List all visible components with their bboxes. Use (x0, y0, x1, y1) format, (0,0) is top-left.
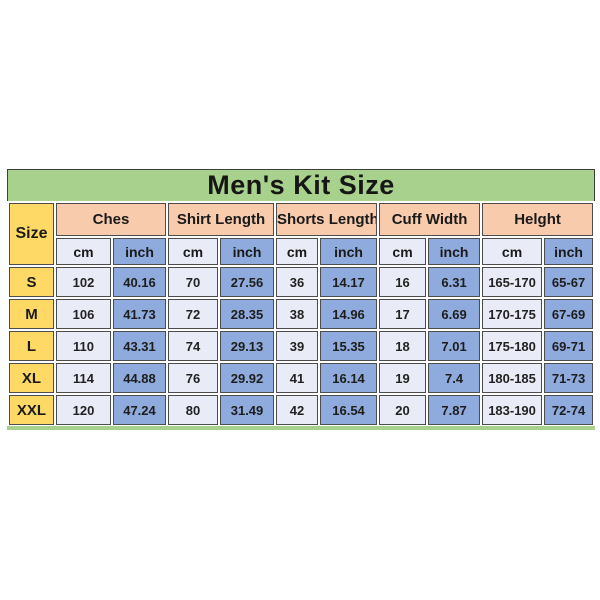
table-cell: 43.31 (113, 331, 166, 361)
table-cell: 41.73 (113, 299, 166, 329)
table-cell: 180-185 (482, 363, 543, 393)
table-cell: 7.01 (428, 331, 481, 361)
table-cell: 16.54 (320, 395, 378, 425)
table-cell: 47.24 (113, 395, 166, 425)
row-label: L (9, 331, 54, 361)
unit-header-inch: inch (428, 238, 481, 265)
unit-header-cm: cm (168, 238, 218, 265)
table-cell: 41 (276, 363, 319, 393)
unit-header-inch: inch (544, 238, 594, 265)
unit-header-cm: cm (482, 238, 543, 265)
table-cell: 16.14 (320, 363, 378, 393)
unit-header-cm: cm (56, 238, 111, 265)
table-cell: 15.35 (320, 331, 378, 361)
row-label: XXL (9, 395, 54, 425)
table-cell: 67-69 (544, 299, 594, 329)
table-row-l: L 110 43.31 74 29.13 39 15.35 18 7.01 17… (9, 331, 594, 361)
table-cell: 38 (276, 299, 319, 329)
row-label: M (9, 299, 54, 329)
table-cell: 31.49 (220, 395, 275, 425)
table-cell: 76 (168, 363, 218, 393)
table-cell: 80 (168, 395, 218, 425)
table-cell: 16 (379, 267, 427, 297)
table-cell: 183-190 (482, 395, 543, 425)
table-row-s: S 102 40.16 70 27.56 36 14.17 16 6.31 16… (9, 267, 594, 297)
column-group-shirt-length: Shirt Length (168, 203, 275, 236)
table-cell: 6.31 (428, 267, 481, 297)
table-cell: 40.16 (113, 267, 166, 297)
table-row-xxl: XXL 120 47.24 80 31.49 42 16.54 20 7.87 … (9, 395, 594, 425)
size-column-header: Size (9, 203, 54, 265)
unit-header-inch: inch (320, 238, 378, 265)
table-cell: 102 (56, 267, 111, 297)
unit-header-cm: cm (276, 238, 319, 265)
table-cell: 19 (379, 363, 427, 393)
table-cell: 114 (56, 363, 111, 393)
table-cell: 72-74 (544, 395, 594, 425)
table-cell: 14.96 (320, 299, 378, 329)
column-group-shorts-length: Shorts Length (276, 203, 378, 236)
table-cell: 120 (56, 395, 111, 425)
table-cell: 14.17 (320, 267, 378, 297)
table-cell: 6.69 (428, 299, 481, 329)
table-cell: 170-175 (482, 299, 543, 329)
table-cell: 28.35 (220, 299, 275, 329)
table-cell: 70 (168, 267, 218, 297)
unit-header-inch: inch (220, 238, 275, 265)
table-cell: 29.92 (220, 363, 275, 393)
table-cell: 17 (379, 299, 427, 329)
table-cell: 71-73 (544, 363, 594, 393)
table-cell: 20 (379, 395, 427, 425)
table-cell: 42 (276, 395, 319, 425)
table-cell: 72 (168, 299, 218, 329)
table-cell: 27.56 (220, 267, 275, 297)
table-cell: 106 (56, 299, 111, 329)
table-cell: 44.88 (113, 363, 166, 393)
table-cell: 7.87 (428, 395, 481, 425)
row-label: XL (9, 363, 54, 393)
column-group-cuff-width: Cuff Width (379, 203, 481, 236)
table-row-xl: XL 114 44.88 76 29.92 41 16.14 19 7.4 18… (9, 363, 594, 393)
unit-header-cm: cm (379, 238, 427, 265)
row-label: S (9, 267, 54, 297)
table-row-m: M 106 41.73 72 28.35 38 14.96 17 6.69 17… (9, 299, 594, 329)
table-bottom-accent (7, 426, 595, 430)
table-cell: 39 (276, 331, 319, 361)
unit-header-inch: inch (113, 238, 166, 265)
table-cell: 69-71 (544, 331, 594, 361)
table-cell: 29.13 (220, 331, 275, 361)
table-cell: 7.4 (428, 363, 481, 393)
table-cell: 36 (276, 267, 319, 297)
unit-header-row: cm inch cm inch cm inch cm inch cm inch (9, 238, 594, 265)
column-group-height: Helght (482, 203, 594, 236)
table-cell: 65-67 (544, 267, 594, 297)
table-cell: 18 (379, 331, 427, 361)
table-cell: 175-180 (482, 331, 543, 361)
table-cell: 165-170 (482, 267, 543, 297)
size-table: Size Ches Shirt Length Shorts Length Cuf… (7, 201, 596, 427)
size-chart: Men's Kit Size Size Ches Shirt Length Sh… (7, 169, 596, 430)
column-group-chest: Ches (56, 203, 166, 236)
table-cell: 110 (56, 331, 111, 361)
chart-title: Men's Kit Size (7, 169, 595, 202)
table-cell: 74 (168, 331, 218, 361)
group-header-row: Size Ches Shirt Length Shorts Length Cuf… (9, 203, 594, 265)
